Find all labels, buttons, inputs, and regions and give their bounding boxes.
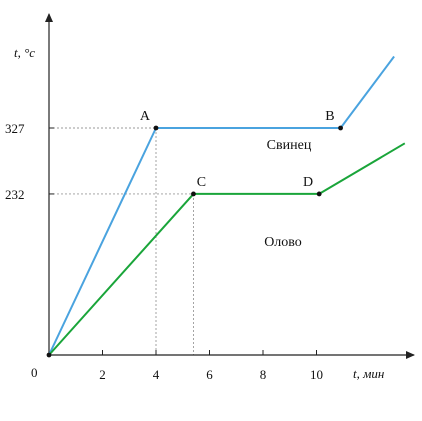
series-line-1 [48, 142, 406, 356]
ticks: 2 4 6 8 10 232 327 [5, 121, 323, 382]
point-origin [46, 352, 52, 358]
point-label-D: D [303, 175, 313, 190]
guide-lines [49, 127, 194, 355]
x-tick-label-6: 6 [206, 367, 213, 382]
y-tick-label-232: 232 [5, 187, 25, 202]
y-tick-label-327: 327 [5, 121, 25, 136]
axes [45, 13, 415, 359]
origin-label: 0 [31, 365, 38, 380]
point-label-C: C [197, 175, 206, 190]
point-B [338, 125, 343, 131]
series-label-0: Свинец [267, 138, 312, 153]
x-tick-label-10: 10 [310, 367, 323, 382]
x-tick-label-2: 2 [99, 367, 106, 382]
point-C [191, 191, 196, 197]
x-axis-label: t, мин [353, 366, 384, 381]
x-tick-label-4: 4 [153, 367, 160, 382]
x-tick-label-8: 8 [260, 367, 267, 382]
series-line-0 [48, 55, 395, 356]
point-label-B: B [325, 109, 334, 124]
labels: 0 t, мин t, °c Свинец Олово [14, 45, 384, 381]
series [48, 55, 406, 356]
point-D [316, 191, 322, 197]
series-label-1: Олово [264, 235, 302, 250]
points: A B C D [46, 109, 343, 358]
point-A [153, 125, 159, 131]
y-axis-label: t, °c [14, 45, 35, 60]
point-label-A: A [140, 109, 151, 124]
